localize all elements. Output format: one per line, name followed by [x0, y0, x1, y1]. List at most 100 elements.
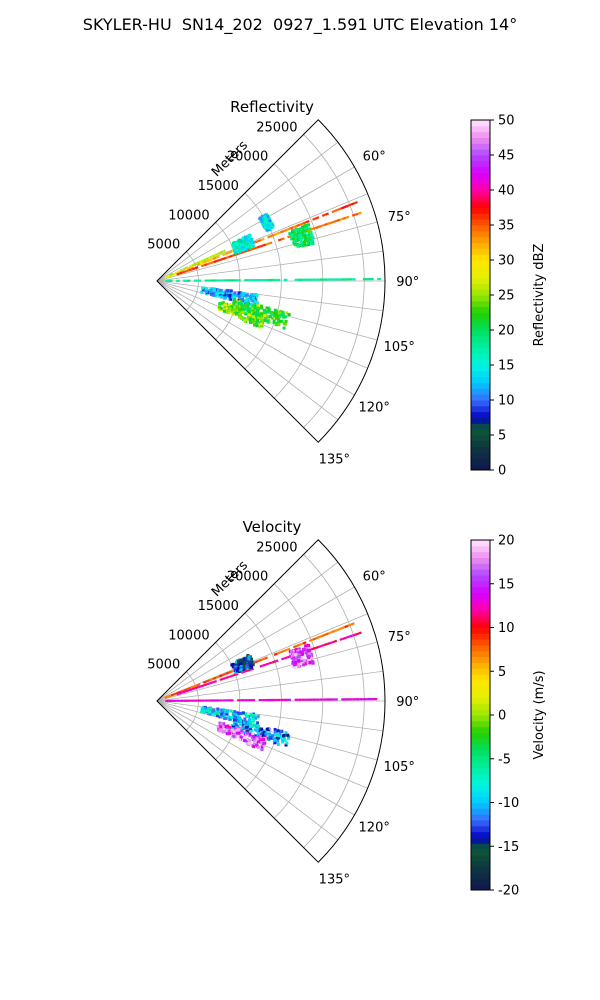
echo-cell-bin	[308, 227, 312, 231]
echo-cell-bin	[296, 243, 300, 247]
echo-cell-bin	[290, 651, 294, 655]
echo-cell-bin	[293, 236, 297, 240]
echo-cell-bin	[237, 291, 241, 295]
echo-cell-bin	[253, 323, 257, 327]
colorbar-segment	[471, 545, 490, 553]
echo-cell-bin	[241, 310, 245, 314]
echo-cell-bin	[246, 234, 250, 238]
echo-radial-segment	[254, 240, 259, 244]
colorbar-tick-label: -5	[498, 752, 511, 767]
echo-cell-bin	[294, 239, 298, 243]
colorbar-segment	[471, 370, 490, 378]
echo-cell-bin	[239, 719, 243, 723]
echo-radial-segment	[254, 660, 259, 664]
echo-cell-bin	[222, 309, 226, 313]
colorbar-segment	[471, 341, 490, 348]
echo-cell-bin	[235, 247, 239, 251]
colorbar-label: Velocity (m/s)	[532, 670, 547, 759]
echo-cell-bin	[270, 734, 274, 738]
echo-cell-bin	[240, 729, 244, 733]
echo-cell-bin	[247, 661, 251, 665]
echo-cell-bin	[303, 648, 307, 652]
echo-radial-segment	[286, 227, 291, 231]
echo-cell-bin	[276, 729, 280, 733]
echo-cell-bin	[265, 228, 269, 232]
echo-cell-bin	[247, 739, 251, 743]
echo-cell-bin	[249, 309, 253, 313]
echo-radial-segment	[250, 247, 254, 251]
echo-cell-bin	[216, 707, 220, 711]
echo-cell-bin	[254, 728, 258, 732]
echo-radial-segment	[193, 684, 198, 688]
echo-cell-bin	[243, 717, 247, 721]
echo-cell-bin	[250, 306, 254, 310]
echo-cell-bin	[249, 723, 253, 727]
echo-cell-bin	[241, 291, 245, 295]
echo-radial-segment	[247, 248, 251, 252]
echo-radial-segment	[179, 271, 184, 275]
echo-radial-segment	[312, 217, 317, 221]
echo-cell-bin	[226, 724, 230, 728]
echo-radial-segment	[267, 235, 272, 239]
echo-radial-segment	[215, 255, 220, 259]
echo-cell-bin	[267, 306, 271, 310]
colorbar-segment	[471, 388, 490, 395]
theta-gridline	[156, 586, 355, 702]
colorbar-segment	[471, 843, 490, 850]
echo-cell-bin	[262, 222, 266, 226]
echo-radial-segment	[176, 692, 181, 696]
colorbar-segment	[471, 750, 490, 757]
echo-radial-segment	[276, 651, 281, 655]
theta-tick-label: 135°	[319, 452, 350, 467]
echo-cell-bin	[299, 657, 303, 661]
colorbar-segment	[471, 855, 490, 862]
echo-cell-bin	[248, 234, 252, 238]
theta-gridline	[156, 280, 339, 421]
echo-cell-bin	[294, 648, 298, 652]
echo-cell-bin	[262, 733, 266, 737]
echo-cell-bin	[228, 296, 232, 300]
echo-cell-bin	[241, 236, 245, 240]
echo-radial-segment	[209, 257, 214, 262]
echo-cell-bin	[247, 657, 251, 661]
echo-radial-segment	[164, 275, 169, 279]
echo-cell-bin	[270, 316, 274, 320]
echo-radial-segment	[333, 219, 338, 223]
echo-radial-segment	[231, 253, 236, 257]
echo-cell-bin	[237, 737, 241, 741]
echo-radial-segment	[311, 227, 316, 231]
echo-cell-bin	[233, 295, 237, 299]
echo-cell-bin	[238, 662, 242, 666]
theta-gridline	[156, 700, 339, 841]
echo-cell-bin	[245, 731, 249, 735]
echo-cell-bin	[253, 716, 257, 720]
colorbar-segment	[471, 592, 490, 599]
echo-cell-bin	[255, 318, 259, 322]
echo-radial-segment	[176, 272, 181, 276]
echo-cell-bin	[247, 313, 251, 317]
colorbar-segment	[471, 831, 490, 838]
echo-cell-bin	[301, 659, 305, 663]
echo-cell-bin	[212, 712, 216, 716]
echo-cell-bin	[228, 293, 232, 297]
colorbar-segment	[471, 166, 490, 173]
echo-cell-bin	[243, 731, 247, 735]
echo-cell-bin	[237, 305, 241, 309]
sector-outline	[156, 539, 386, 863]
echo-cell-bin	[227, 291, 231, 295]
colorbar-segment	[471, 283, 490, 290]
echo-cell-bin	[295, 239, 299, 243]
theta-tick-label: 75°	[388, 210, 411, 225]
colorbar-segment	[471, 866, 490, 873]
echo-cell-bin	[211, 293, 215, 297]
theta-tick-label: 90°	[396, 275, 419, 290]
echo-cell-bin	[264, 732, 268, 736]
echo-cell-bin	[277, 310, 281, 314]
echo-radial-segment	[182, 270, 187, 274]
echo-cell-bin	[242, 667, 246, 671]
echo-cell-bin	[274, 323, 278, 327]
colorbar-segment	[471, 674, 490, 681]
echo-cell-bin	[284, 743, 288, 747]
colorbar-tick-label: 10	[498, 394, 515, 409]
echo-cell-bin	[240, 302, 244, 306]
